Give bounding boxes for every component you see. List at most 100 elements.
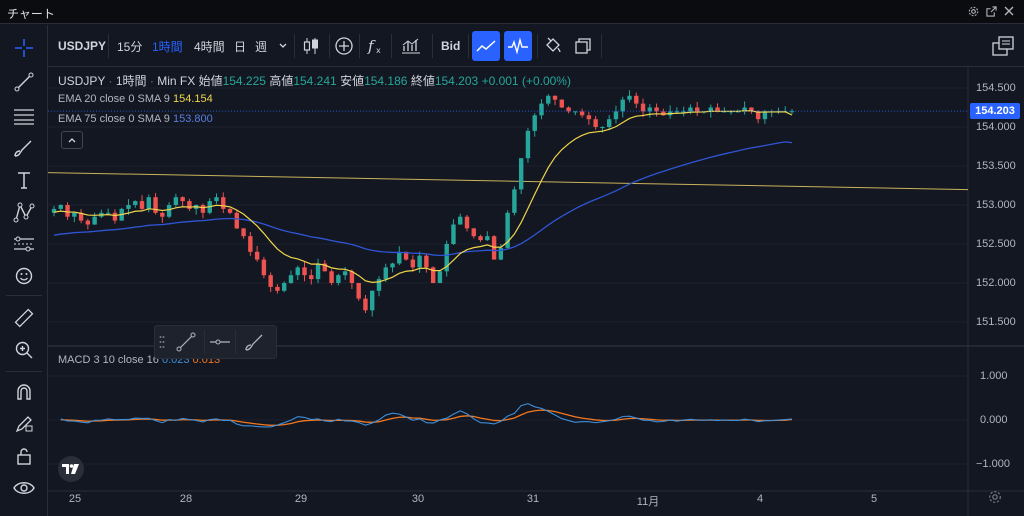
candle-body <box>464 216 470 229</box>
emoji-icon[interactable] <box>8 261 40 291</box>
settings-icon[interactable] <box>966 4 980 18</box>
candle-body <box>315 263 321 280</box>
lock-draw-icon[interactable] <box>8 409 40 439</box>
candle-body <box>78 212 84 221</box>
collapse-legend-button[interactable] <box>61 131 83 149</box>
candle-body <box>742 107 747 112</box>
pattern-icon[interactable] <box>8 197 40 227</box>
line-chart-icon[interactable] <box>472 31 500 61</box>
candle-body <box>613 111 619 120</box>
chart-area[interactable]: USDJPY · 1時間 · Min FX 始値154.225 高値154.24… <box>48 67 1024 516</box>
floating-drawing-toolbar <box>154 325 277 359</box>
prediction-icon[interactable] <box>8 229 40 259</box>
price-tick: 154.500 <box>976 82 1016 94</box>
horizontal-ray-icon[interactable] <box>204 330 236 354</box>
window-title: チャート <box>7 7 55 21</box>
price-tick: 152.000 <box>976 277 1016 289</box>
ema20-legend[interactable]: EMA 20 close 0 SMA 9 154.154 <box>58 93 213 105</box>
candle-body <box>322 263 328 272</box>
symbol-search[interactable]: USDJPY <box>58 39 107 53</box>
ema75-value: 153.800 <box>172 113 213 125</box>
candle-body <box>586 115 592 120</box>
candle-body <box>579 111 585 116</box>
candle-body <box>275 286 280 291</box>
legend-close-label: 終値 <box>410 74 435 88</box>
candle-body <box>214 197 219 202</box>
timeframe-1h[interactable]: 1時間 <box>152 39 183 54</box>
zoom-in-icon[interactable] <box>8 335 40 365</box>
compare-add-icon[interactable] <box>332 31 356 61</box>
candle-body <box>363 298 368 311</box>
horizontal-trendline <box>48 172 969 191</box>
current-price-label: 154.203 <box>970 103 1020 119</box>
candle-body <box>105 212 111 214</box>
timeframe-week[interactable]: 週 <box>255 39 268 54</box>
candle-body <box>755 111 761 120</box>
text-icon[interactable] <box>8 165 40 195</box>
candle-body <box>525 130 531 159</box>
candle-type-icon[interactable] <box>298 31 324 61</box>
trendline-icon[interactable] <box>171 330 201 354</box>
eye-icon[interactable] <box>8 473 40 503</box>
candle-body <box>376 279 382 291</box>
layout-icon[interactable] <box>570 31 596 61</box>
timeframe-day[interactable]: 日 <box>234 39 247 54</box>
drawing-toolbar <box>0 25 48 516</box>
paint-bucket-icon[interactable] <box>540 31 566 61</box>
candle-body <box>539 103 544 116</box>
screenshot-icon[interactable] <box>988 31 1018 61</box>
brush-icon[interactable] <box>8 133 40 163</box>
templates-icon[interactable] <box>397 31 425 61</box>
drag-handle-icon[interactable] <box>159 335 165 349</box>
close-icon[interactable] <box>1002 4 1016 18</box>
candle-body <box>688 107 693 112</box>
legend-source: Min FX <box>157 74 196 88</box>
price-chart[interactable] <box>48 67 1024 516</box>
timeframe-15m[interactable]: 15分 <box>117 39 143 54</box>
candle-body <box>532 115 537 131</box>
time-tick: 30 <box>411 493 425 505</box>
time-tick: 4 <box>756 493 764 505</box>
candle-body <box>241 228 246 237</box>
chevron-down-icon[interactable] <box>277 31 289 61</box>
price-source-bid[interactable]: Bid <box>441 39 461 53</box>
candle-body <box>370 290 375 311</box>
chart-settings-icon[interactable] <box>988 490 1004 506</box>
price-tick: 154.000 <box>976 121 1016 133</box>
ema75-legend[interactable]: EMA 75 close 0 SMA 9 153.800 <box>58 113 213 125</box>
candle-body <box>566 107 571 112</box>
lock-icon[interactable] <box>8 441 40 471</box>
candle-body <box>397 251 402 264</box>
candle-body <box>485 236 490 241</box>
window-titlebar: チャート <box>0 0 1024 24</box>
candle-body <box>166 205 172 217</box>
timeframe-4h[interactable]: 4時間 <box>194 39 225 54</box>
legend-high-label: 高値 <box>269 74 294 88</box>
tradingview-logo[interactable] <box>58 456 84 482</box>
external-link-icon[interactable] <box>984 4 998 18</box>
ema20-value: 154.154 <box>172 93 213 105</box>
candle-body <box>302 267 307 276</box>
fib-retracement-icon[interactable] <box>8 101 40 131</box>
crosshair-icon[interactable] <box>8 33 40 63</box>
ruler-icon[interactable] <box>8 303 40 333</box>
candle-body <box>471 228 476 237</box>
legend-interval: 1時間 <box>115 74 147 88</box>
candle-body <box>329 271 334 283</box>
candle-body <box>248 236 253 252</box>
candle-body <box>627 95 632 100</box>
volatility-icon[interactable] <box>504 31 532 61</box>
candle-body <box>715 107 720 112</box>
trendline-icon[interactable] <box>8 67 40 97</box>
price-tick: 153.500 <box>976 160 1016 172</box>
candle-body <box>681 111 686 113</box>
magnet-icon[interactable] <box>8 377 40 407</box>
candle-body <box>640 103 646 112</box>
candle-body <box>295 267 300 276</box>
time-tick: 31 <box>526 493 540 505</box>
brush-icon[interactable] <box>239 330 269 354</box>
candle-body <box>288 275 294 283</box>
time-tick: 29 <box>294 493 308 505</box>
chevron-up-icon <box>68 138 76 143</box>
